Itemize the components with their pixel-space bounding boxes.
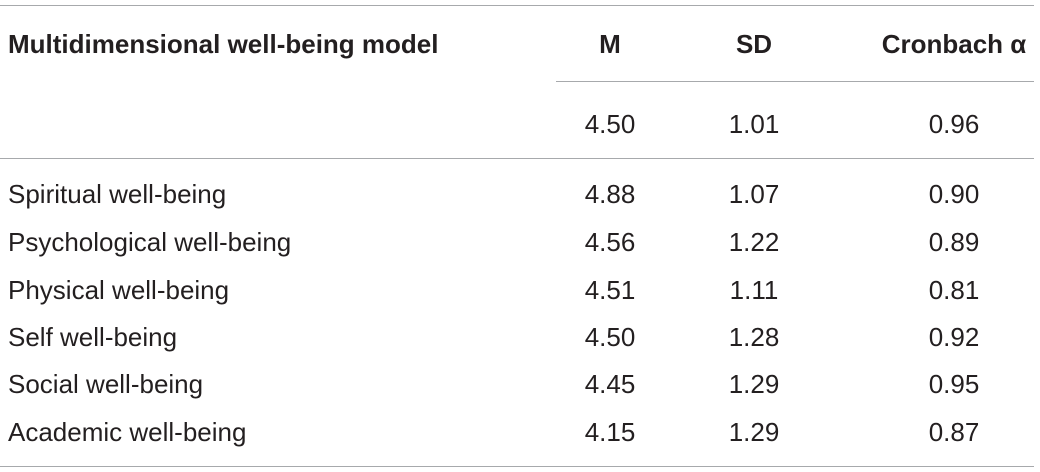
row-alpha-text: 0.87 bbox=[928, 417, 980, 447]
header-mean-text: M bbox=[599, 29, 621, 59]
overall-alpha-text: 0.96 bbox=[928, 109, 980, 139]
overall-mean-text: 4.50 bbox=[584, 109, 636, 139]
row-sd-text: 1.29 bbox=[728, 369, 780, 399]
row-label: Psychological well-being bbox=[8, 227, 292, 257]
row-sd-text: 1.07 bbox=[728, 179, 780, 209]
row-alpha-text: 0.89 bbox=[928, 227, 980, 257]
row-mean-text: 4.45 bbox=[584, 369, 636, 399]
overall-sd-text: 1.01 bbox=[728, 109, 780, 139]
header-alpha-text: Cronbach α bbox=[881, 29, 1027, 59]
row-mean-text: 4.50 bbox=[584, 322, 636, 352]
row-sd-text: 1.29 bbox=[728, 417, 780, 447]
row-label: Social well-being bbox=[8, 369, 204, 399]
top-rule bbox=[0, 5, 1034, 6]
row-label: Spiritual well-being bbox=[8, 179, 227, 209]
row-alpha-text: 0.95 bbox=[928, 369, 980, 399]
row-mean-text: 4.15 bbox=[584, 417, 636, 447]
bottom-rule bbox=[0, 466, 1034, 467]
row-mean-text: 4.88 bbox=[584, 179, 636, 209]
row-alpha-text: 0.90 bbox=[928, 179, 980, 209]
row-mean-text: 4.56 bbox=[584, 227, 636, 257]
header-sd-text: SD bbox=[735, 29, 773, 59]
row-alpha-text: 0.81 bbox=[928, 275, 980, 305]
row-alpha-text: 0.92 bbox=[928, 322, 980, 352]
body-rule bbox=[0, 158, 1034, 159]
row-mean-text: 4.51 bbox=[584, 275, 636, 305]
row-label: Academic well-being bbox=[8, 417, 247, 447]
row-sd-text: 1.11 bbox=[729, 275, 779, 305]
header-label: Multidimensional well-being model bbox=[8, 29, 439, 59]
header-sub-rule bbox=[556, 81, 1034, 82]
row-label: Self well-being bbox=[8, 322, 178, 352]
row-sd-text: 1.22 bbox=[728, 227, 780, 257]
row-sd-text: 1.28 bbox=[728, 322, 780, 352]
row-label: Physical well-being bbox=[8, 275, 230, 305]
